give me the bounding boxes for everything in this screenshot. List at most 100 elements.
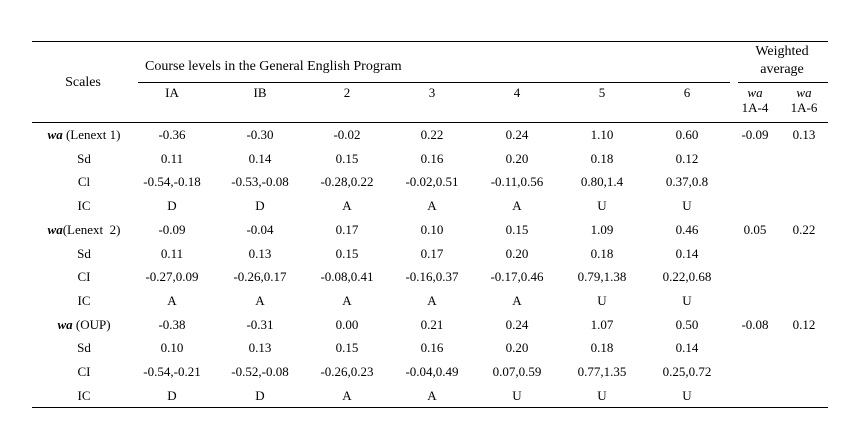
row-label: Sd — [77, 340, 91, 356]
table-cell: -0.02 — [333, 127, 361, 142]
table-cell: 0.15 — [335, 340, 359, 356]
wa-1a4-subheader: 1A-4 — [741, 100, 769, 115]
level-header-4: 4 — [513, 85, 521, 100]
table-cell: 0.15 — [505, 221, 529, 237]
table-cell: 0.77,1.35 — [577, 364, 627, 379]
weighted-average-rule — [738, 82, 828, 83]
table-cell: -0.30 — [246, 127, 274, 142]
table-cell: -0.54,-0.18 — [143, 174, 201, 190]
header-bottom-rule — [32, 122, 828, 123]
table-cell: -0.17,0.46 — [490, 269, 544, 285]
avg-1a4-cell: -0.09 — [741, 127, 769, 142]
row-label: CI — [77, 269, 91, 285]
table-cell: -0.38 — [158, 316, 186, 332]
table-cell: -0.09 — [158, 221, 186, 237]
row-label: Cl — [77, 174, 91, 190]
table-cell: A — [512, 292, 522, 308]
row-label: Sd — [77, 150, 91, 166]
table-cell: 0.50 — [675, 316, 699, 332]
table-cell: 0.11 — [160, 245, 184, 261]
table-cell: U — [682, 292, 692, 308]
table-cell: 0.10 — [160, 340, 184, 356]
table-cell: -0.54,-0.21 — [143, 364, 201, 379]
table-cell: 0.25,0.72 — [662, 364, 712, 379]
table-cell: U — [682, 387, 692, 403]
table-cell: 0.17 — [420, 245, 444, 261]
row-label: Sd — [77, 245, 91, 261]
table-cell: -0.52,-0.08 — [231, 364, 289, 379]
table-cell: D — [167, 387, 177, 403]
table-cell: 0.20 — [505, 340, 529, 356]
table-cell: 0.15 — [335, 150, 359, 166]
table-cell: 0.13 — [248, 245, 272, 261]
table-cell: -0.02,0.51 — [405, 174, 459, 190]
table-cell: 0.24 — [505, 127, 529, 142]
table-cell: 1.07 — [590, 316, 614, 332]
table-cell: 0.22 — [420, 127, 444, 142]
table-cell: 0.07,0.59 — [492, 364, 542, 379]
table-cell: 0.46 — [675, 221, 699, 237]
level-header-3: 3 — [428, 85, 436, 100]
table-cell: 0.18 — [590, 150, 614, 166]
level-header-6: 6 — [683, 85, 691, 100]
table-cell: -0.26,0.23 — [320, 364, 374, 379]
bottom-rule — [32, 407, 828, 408]
row-label: CI — [77, 364, 91, 379]
table-cell: A — [427, 292, 437, 308]
table-cell: D — [255, 387, 265, 403]
weighted-average-header-line1: Weighted — [755, 44, 809, 59]
row-label: wa(Lenext 2) — [48, 222, 121, 237]
row-label: IC — [77, 292, 91, 308]
table-cell: A — [512, 198, 522, 214]
row-label: wa (OUP) — [57, 317, 110, 332]
table-cell: 0.20 — [505, 150, 529, 166]
table-cell: 0.60 — [675, 127, 699, 142]
table-cell: U — [512, 387, 522, 403]
table-cell: 0.37,0.8 — [665, 174, 709, 190]
table-cell: -0.08,0.41 — [320, 269, 374, 285]
table-cell: 0.00 — [335, 316, 359, 332]
table-cell: 1.09 — [590, 221, 614, 237]
table-cell: A — [167, 292, 177, 308]
table-cell: 0.13 — [248, 340, 272, 356]
table-cell: 0.12 — [675, 150, 699, 166]
avg-1a6-cell: 0.12 — [792, 316, 816, 332]
wa-prefix: wa — [57, 316, 73, 332]
table-cell: -0.27,0.09 — [145, 269, 199, 285]
course-levels-header: Course levels in the General English Pro… — [145, 59, 402, 74]
table-cell: -0.53,-0.08 — [231, 174, 289, 190]
wa-prefix: wa — [47, 127, 63, 142]
table-cell: -0.04 — [246, 221, 274, 237]
table-cell: A — [342, 292, 352, 308]
level-header-5: 5 — [598, 85, 606, 100]
top-rule — [32, 41, 828, 42]
level-header-2: 2 — [343, 85, 351, 100]
avg-1a6-cell: 0.22 — [792, 221, 816, 237]
table-cell: U — [597, 387, 607, 403]
table-cell: -0.26,0.17 — [233, 269, 287, 285]
table-cell: 1.10 — [590, 127, 614, 142]
wa-prefix: wa — [47, 221, 63, 237]
table-cell: U — [597, 292, 607, 308]
table-cell: A — [427, 387, 437, 403]
table-cell: 0.16 — [420, 340, 444, 356]
table-cell: 0.18 — [590, 245, 614, 261]
table-cell: U — [597, 198, 607, 214]
row-label-rest: (Lenext 2) — [62, 221, 121, 237]
table-cell: 0.14 — [675, 340, 699, 356]
row-label-rest: (Lenext 1) — [62, 127, 121, 142]
wa-1a6-header: wa — [796, 85, 812, 100]
table-cell: 0.79,1.38 — [577, 269, 627, 285]
wa-1a6-subheader: 1A-6 — [790, 100, 818, 115]
table-cell: 0.10 — [420, 221, 444, 237]
weighted-average-header-line2: average — [760, 62, 804, 77]
table-cell: -0.28,0.22 — [320, 174, 374, 190]
table-cell: 0.16 — [420, 150, 444, 166]
table-cell: -0.36 — [158, 127, 186, 142]
table-cell: A — [427, 198, 437, 214]
avg-1a4-cell: 0.05 — [743, 221, 767, 237]
wa-1a4-header: wa — [747, 85, 763, 100]
level-header-0: IA — [165, 85, 179, 100]
table-cell: 0.20 — [505, 245, 529, 261]
table-cell: 0.14 — [248, 150, 272, 166]
